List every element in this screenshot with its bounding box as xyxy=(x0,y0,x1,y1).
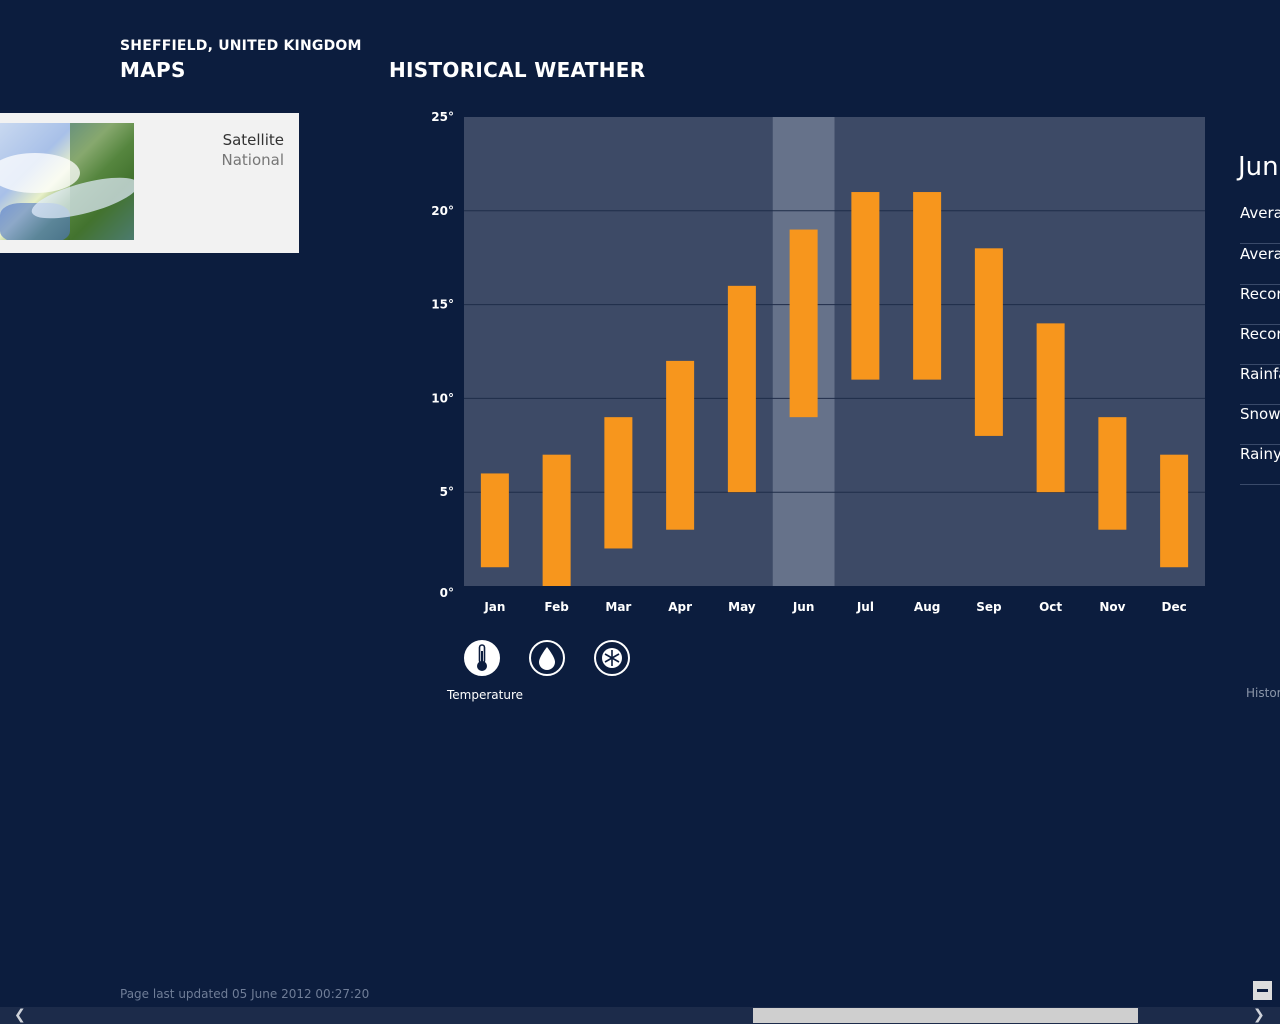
temperature-range-bar xyxy=(913,192,942,380)
stat-item: Recor xyxy=(1240,285,1280,325)
y-tick-label: 15° xyxy=(431,298,454,312)
temperature-range-bar xyxy=(974,248,1003,436)
rainfall-mode-button[interactable] xyxy=(529,640,565,676)
temperature-range-bar xyxy=(480,473,509,568)
stat-item: Snow xyxy=(1240,405,1280,445)
satellite-map-thumbnail xyxy=(0,123,134,240)
stat-item: Rainfa xyxy=(1240,365,1280,405)
x-tick-label: Jun xyxy=(792,600,815,614)
y-tick-label: 20° xyxy=(431,204,454,218)
map-tile-sublabel: National xyxy=(221,151,284,169)
y-tick-label: 0° xyxy=(440,586,454,600)
x-tick-label: Sep xyxy=(976,600,1002,614)
location-title: SHEFFIELD, UNITED KINGDOM xyxy=(120,38,362,54)
x-tick-label: Apr xyxy=(668,600,692,614)
scrollbar-thumb[interactable] xyxy=(753,1008,1138,1023)
x-tick-label: Jan xyxy=(483,600,505,614)
temperature-range-bar xyxy=(604,417,633,549)
temperature-mode-label: Temperature xyxy=(447,688,524,702)
historical-weather-chart: 0° 5° 10° 15° 20° 25° Jan Feb Mar Apr May Jun Jul Aug… xyxy=(420,110,1220,620)
temperature-range-bar xyxy=(542,454,571,586)
scroll-right-arrow[interactable]: ❯ xyxy=(1253,1007,1265,1023)
snowflake-icon xyxy=(602,648,622,668)
temperature-range-bar xyxy=(1036,323,1065,493)
y-tick-label: 5° xyxy=(440,485,454,499)
x-tick-label: Feb xyxy=(544,600,569,614)
stat-item: Rainy xyxy=(1240,445,1280,485)
y-tick-label: 10° xyxy=(431,391,454,405)
temperature-range-chart: 0° 5° 10° 15° 20° 25° Jan Feb Mar Apr May Jun Jul Aug… xyxy=(431,110,1205,614)
temperature-range-bar xyxy=(727,285,756,493)
satellite-map-tile[interactable]: Satellite National xyxy=(0,113,299,253)
temperature-range-bar xyxy=(789,229,818,418)
y-tick-label: 25° xyxy=(431,110,454,124)
x-tick-label: Nov xyxy=(1099,600,1125,614)
x-tick-label: Oct xyxy=(1039,600,1062,614)
map-tile-label: Satellite xyxy=(222,131,284,149)
stat-item: Avera xyxy=(1240,204,1280,244)
temperature-range-bar xyxy=(1160,454,1189,568)
x-tick-label: Aug xyxy=(914,600,940,614)
temperature-range-bar xyxy=(851,192,880,380)
historical-footnote: Histor xyxy=(1246,686,1280,700)
x-tick-label: Mar xyxy=(605,600,631,614)
temperature-mode-button[interactable] xyxy=(464,640,500,676)
x-tick-label: Dec xyxy=(1162,600,1187,614)
temperature-range-bar xyxy=(1098,417,1127,530)
thermometer-icon xyxy=(477,644,487,671)
historical-weather-title[interactable]: HISTORICAL WEATHER xyxy=(389,58,646,82)
snowfall-mode-button[interactable] xyxy=(594,640,630,676)
raindrop-icon xyxy=(539,647,555,670)
zoom-out-button[interactable] xyxy=(1253,981,1272,1000)
temperature-range-bar xyxy=(666,360,695,530)
stat-item: Recor xyxy=(1240,325,1280,365)
page-last-updated: Page last updated 05 June 2012 00:27:20 xyxy=(120,987,370,1001)
x-tick-label: May xyxy=(728,600,756,614)
x-tick-label: Jul xyxy=(856,600,874,614)
stat-item: Avera xyxy=(1240,245,1280,285)
scroll-left-arrow[interactable]: ❮ xyxy=(14,1007,26,1023)
selected-month-title: Jun xyxy=(1238,152,1279,182)
maps-section-title[interactable]: MAPS xyxy=(120,58,186,82)
